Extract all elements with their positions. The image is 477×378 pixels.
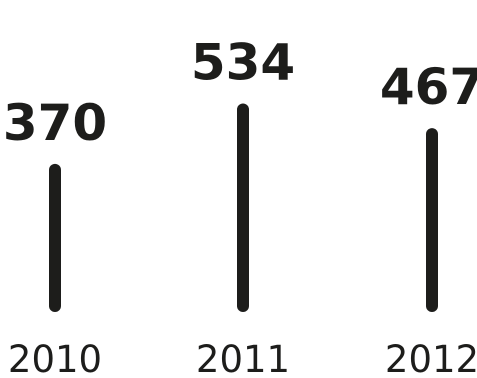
value-label-2010: 370 <box>3 94 107 152</box>
category-label-2011: 2011 <box>196 338 290 378</box>
value-label-2011: 534 <box>191 33 295 91</box>
category-label-2010: 2010 <box>8 338 102 378</box>
category-label-2012: 2012 <box>385 338 477 378</box>
value-labels: 370 534 467 <box>3 33 477 151</box>
category-labels: 2010 2011 2012 <box>8 338 477 378</box>
value-label-2012: 467 <box>380 58 477 116</box>
bars <box>49 103 438 312</box>
